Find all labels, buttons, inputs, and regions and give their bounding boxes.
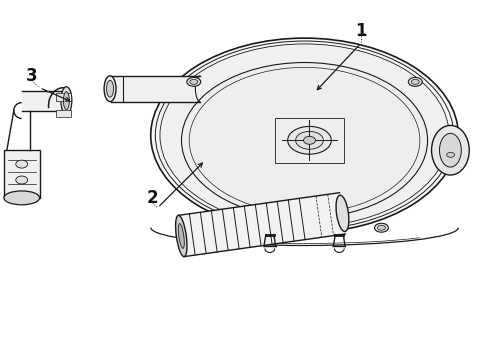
Ellipse shape bbox=[377, 225, 386, 230]
Ellipse shape bbox=[432, 125, 469, 175]
Ellipse shape bbox=[175, 215, 187, 257]
Polygon shape bbox=[111, 76, 200, 102]
Ellipse shape bbox=[444, 150, 458, 159]
Ellipse shape bbox=[16, 160, 28, 168]
Ellipse shape bbox=[408, 77, 422, 86]
Ellipse shape bbox=[374, 223, 389, 232]
Ellipse shape bbox=[4, 191, 40, 205]
Polygon shape bbox=[178, 193, 345, 257]
Ellipse shape bbox=[411, 80, 419, 84]
Polygon shape bbox=[4, 150, 40, 198]
Text: 1: 1 bbox=[355, 22, 367, 40]
Ellipse shape bbox=[104, 76, 116, 102]
Ellipse shape bbox=[16, 176, 28, 184]
Ellipse shape bbox=[187, 77, 201, 86]
Ellipse shape bbox=[107, 80, 114, 97]
Polygon shape bbox=[56, 93, 72, 100]
Ellipse shape bbox=[190, 80, 198, 84]
Text: 2: 2 bbox=[147, 189, 159, 207]
Text: 3: 3 bbox=[26, 67, 37, 85]
Polygon shape bbox=[56, 109, 72, 117]
Ellipse shape bbox=[447, 152, 455, 157]
Ellipse shape bbox=[61, 87, 72, 114]
Ellipse shape bbox=[63, 92, 70, 109]
Ellipse shape bbox=[440, 133, 461, 167]
Ellipse shape bbox=[303, 136, 316, 144]
Ellipse shape bbox=[181, 63, 428, 218]
Ellipse shape bbox=[288, 126, 331, 154]
Ellipse shape bbox=[336, 195, 349, 231]
Ellipse shape bbox=[178, 224, 184, 248]
Ellipse shape bbox=[151, 38, 458, 233]
Ellipse shape bbox=[295, 131, 323, 149]
Polygon shape bbox=[22, 91, 66, 111]
Ellipse shape bbox=[160, 44, 449, 227]
